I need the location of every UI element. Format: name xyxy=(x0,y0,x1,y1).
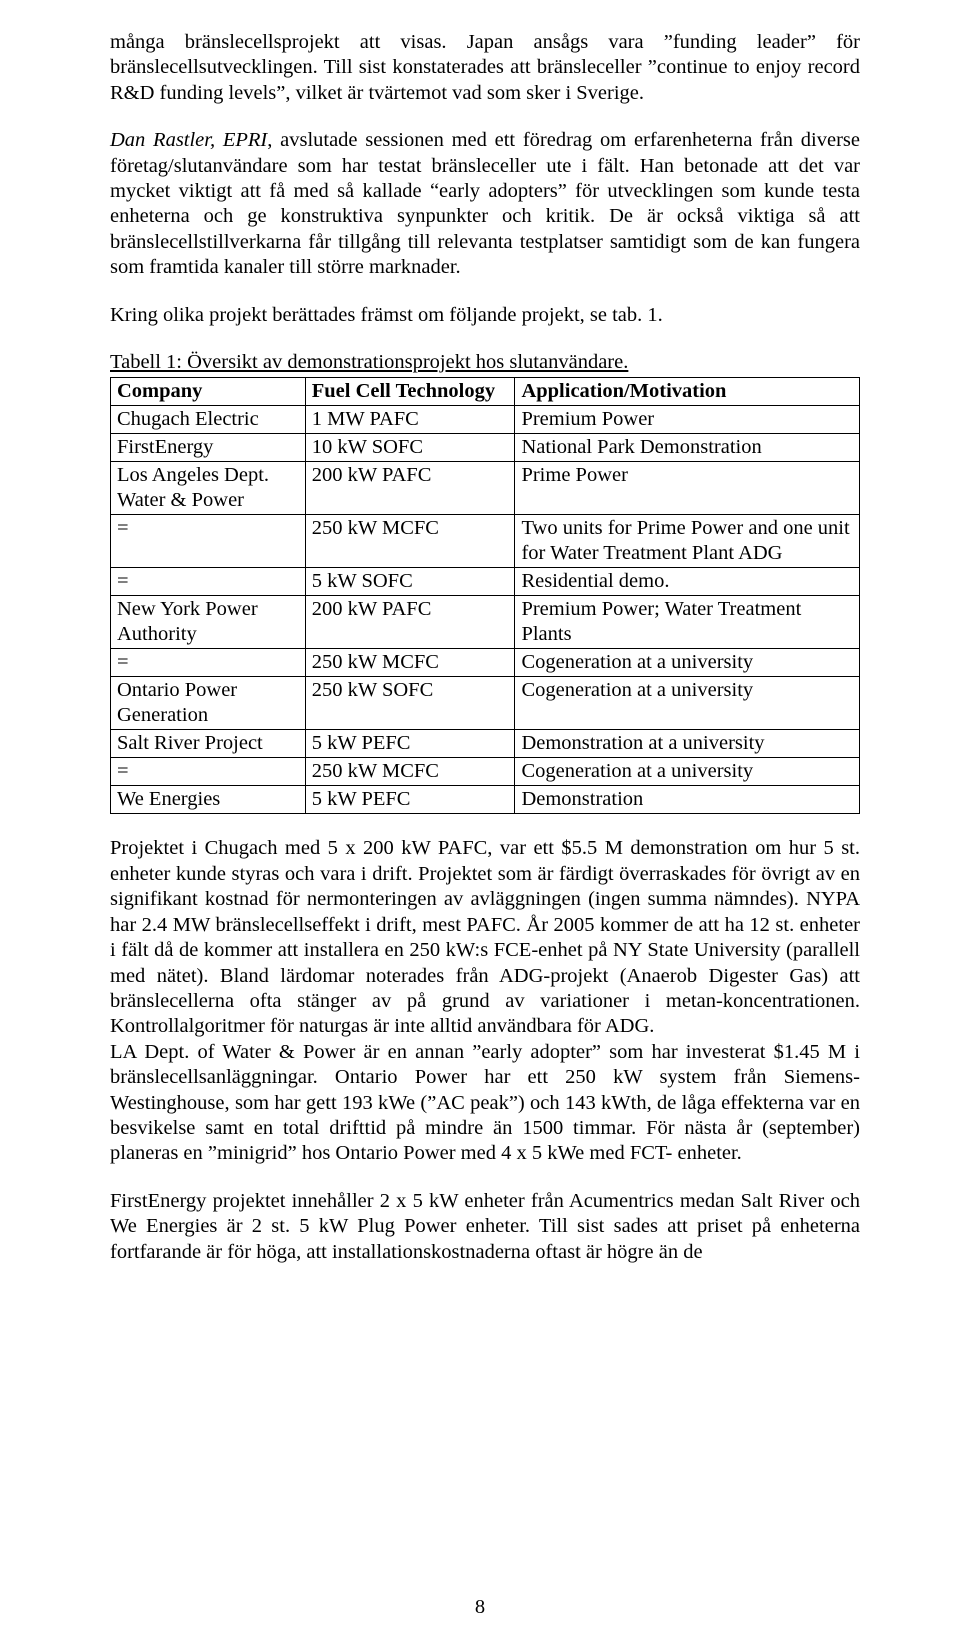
paragraph-2: Dan Rastler, EPRI, avslutade sessionen m… xyxy=(110,128,860,280)
paragraph-6: FirstEnergy projektet innehåller 2 x 5 k… xyxy=(110,1189,860,1265)
table-cell: 5 kW PEFC xyxy=(305,786,515,814)
paragraph-1: många bränslecellsprojekt att visas. Jap… xyxy=(110,30,860,106)
table-cell: Cogeneration at a university xyxy=(515,758,860,786)
table-cell: New York Power Authority xyxy=(111,596,306,649)
table-cell: 200 kW PAFC xyxy=(305,462,515,515)
table-cell: = xyxy=(111,649,306,677)
table-cell: 10 kW SOFC xyxy=(305,434,515,462)
table-header-row: Company Fuel Cell Technology Application… xyxy=(111,378,860,406)
paragraph-4: Projektet i Chugach med 5 x 200 kW PAFC,… xyxy=(110,836,860,1039)
table-cell: 5 kW SOFC xyxy=(305,568,515,596)
table-cell: Demonstration at a university xyxy=(515,730,860,758)
table-cell: Los Angeles Dept. Water & Power xyxy=(111,462,306,515)
table-cell: Salt River Project xyxy=(111,730,306,758)
table-row: We Energies 5 kW PEFC Demonstration xyxy=(111,786,860,814)
table-cell: 250 kW SOFC xyxy=(305,677,515,730)
table-caption: Tabell 1: Översikt av demonstrationsproj… xyxy=(110,350,860,375)
table-row: Salt River Project 5 kW PEFC Demonstrati… xyxy=(111,730,860,758)
paragraph-3: Kring olika projekt berättades främst om… xyxy=(110,303,860,328)
table-cell: = xyxy=(111,515,306,568)
table-row: = 250 kW MCFC Two units for Prime Power … xyxy=(111,515,860,568)
table-cell: = xyxy=(111,758,306,786)
table-cell: 200 kW PAFC xyxy=(305,596,515,649)
table-row: = 5 kW SOFC Residential demo. xyxy=(111,568,860,596)
table-header: Fuel Cell Technology xyxy=(305,378,515,406)
document-page: många bränslecellsprojekt att visas. Jap… xyxy=(0,0,960,1638)
table-body: Chugach Electric 1 MW PAFC Premium Power… xyxy=(111,406,860,814)
table-cell: 5 kW PEFC xyxy=(305,730,515,758)
italic-name: Dan Rastler, EPRI xyxy=(110,129,267,151)
table-cell: Ontario Power Generation xyxy=(111,677,306,730)
table-cell: National Park Demonstration xyxy=(515,434,860,462)
table-cell: Demonstration xyxy=(515,786,860,814)
table-cell: FirstEnergy xyxy=(111,434,306,462)
table-row: = 250 kW MCFC Cogeneration at a universi… xyxy=(111,649,860,677)
paragraph-5: LA Dept. of Water & Power är en annan ”e… xyxy=(110,1040,860,1167)
table-row: Los Angeles Dept. Water & Power 200 kW P… xyxy=(111,462,860,515)
table-row: Ontario Power Generation 250 kW SOFC Cog… xyxy=(111,677,860,730)
table-row: Chugach Electric 1 MW PAFC Premium Power xyxy=(111,406,860,434)
table-cell: Two units for Prime Power and one unit f… xyxy=(515,515,860,568)
table-row: New York Power Authority 200 kW PAFC Pre… xyxy=(111,596,860,649)
table-cell: Premium Power; Water Treatment Plants xyxy=(515,596,860,649)
table-cell: 1 MW PAFC xyxy=(305,406,515,434)
paragraph-2-rest: , avslutade sessionen med ett föredrag o… xyxy=(110,129,860,278)
table-cell: 250 kW MCFC xyxy=(305,515,515,568)
page-number: 8 xyxy=(0,1595,960,1620)
table-cell: Premium Power xyxy=(515,406,860,434)
table-cell: We Energies xyxy=(111,786,306,814)
table-row: = 250 kW MCFC Cogeneration at a universi… xyxy=(111,758,860,786)
table-cell: Cogeneration at a university xyxy=(515,677,860,730)
table-cell: Residential demo. xyxy=(515,568,860,596)
table-cell: 250 kW MCFC xyxy=(305,758,515,786)
table-cell: Cogeneration at a university xyxy=(515,649,860,677)
table-cell: Chugach Electric xyxy=(111,406,306,434)
projects-table: Company Fuel Cell Technology Application… xyxy=(110,377,860,814)
table-cell: 250 kW MCFC xyxy=(305,649,515,677)
table-header: Application/Motivation xyxy=(515,378,860,406)
table-cell: Prime Power xyxy=(515,462,860,515)
table-cell: = xyxy=(111,568,306,596)
table-header: Company xyxy=(111,378,306,406)
table-row: FirstEnergy 10 kW SOFC National Park Dem… xyxy=(111,434,860,462)
